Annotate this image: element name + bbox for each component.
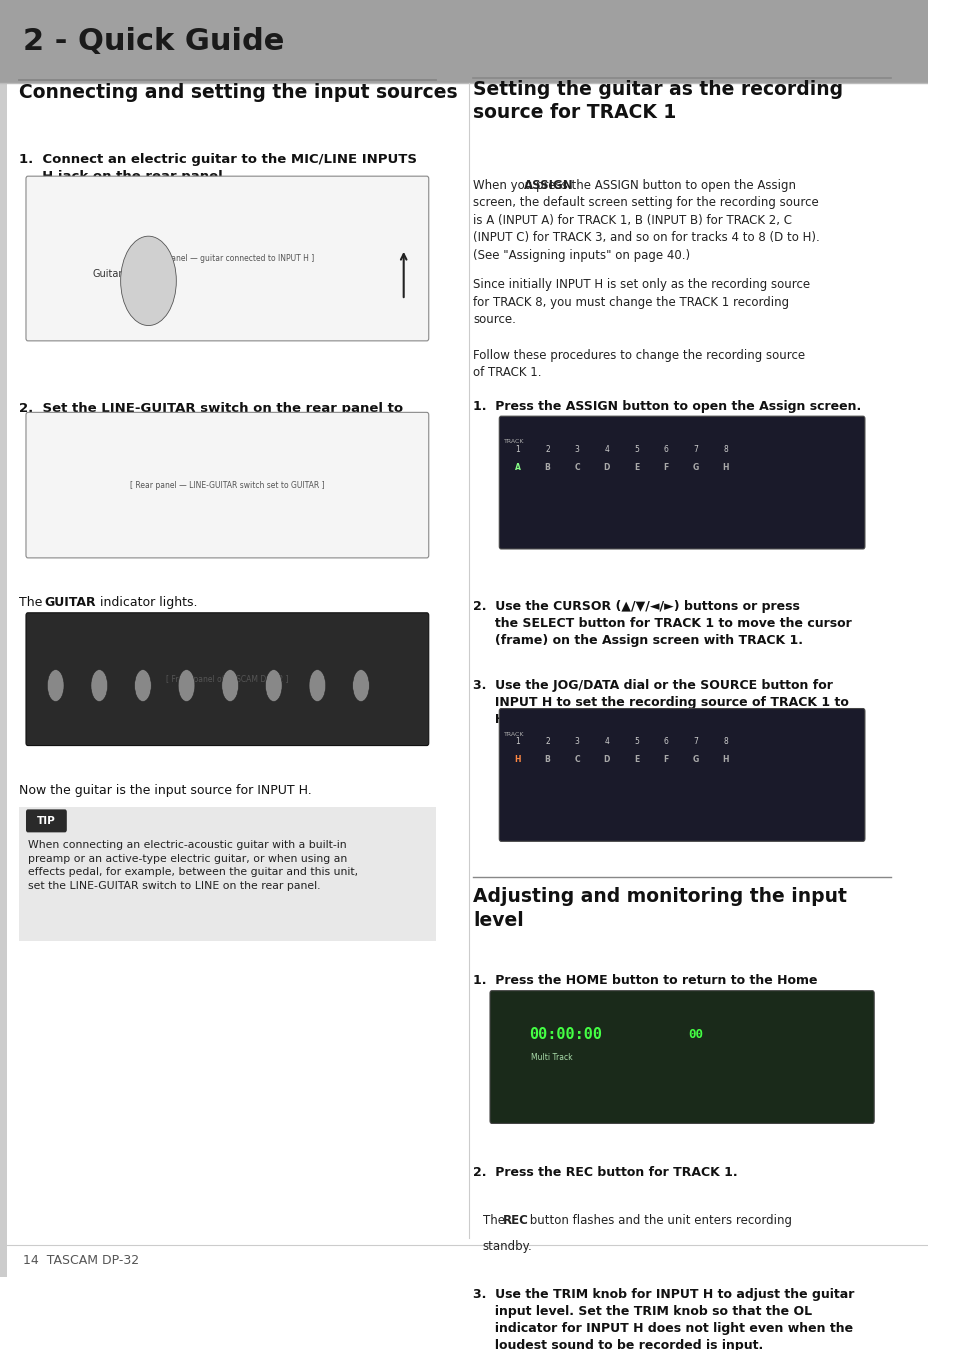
Text: 6: 6 <box>663 446 668 454</box>
Text: B: B <box>544 755 550 764</box>
Text: 2.  Use the CURSOR (▲/▼/◄/►) buttons or press
     the SELECT button for TRACK 1: 2. Use the CURSOR (▲/▼/◄/►) buttons or p… <box>473 599 851 647</box>
Text: 14  TASCAM DP-32: 14 TASCAM DP-32 <box>23 1254 139 1266</box>
Text: 7: 7 <box>693 446 698 454</box>
Text: 2.  Set the LINE-GUITAR switch on the rear panel to
     GUITAR.: 2. Set the LINE-GUITAR switch on the rea… <box>18 402 402 432</box>
Text: Follow these procedures to change the recording source
of TRACK 1.: Follow these procedures to change the re… <box>473 348 804 379</box>
Text: A: A <box>515 463 520 471</box>
Text: 5: 5 <box>634 446 639 454</box>
Text: H: H <box>721 755 728 764</box>
FancyBboxPatch shape <box>0 0 927 82</box>
Text: [ Front panel of TASCAM DP-32 ]: [ Front panel of TASCAM DP-32 ] <box>166 675 289 683</box>
Text: When connecting an electric-acoustic guitar with a built-in
preamp or an active-: When connecting an electric-acoustic gui… <box>28 840 357 891</box>
Text: 1.  Press the HOME button to return to the Home
     screen.: 1. Press the HOME button to return to th… <box>473 975 817 1004</box>
Text: 7: 7 <box>693 737 698 747</box>
FancyBboxPatch shape <box>498 709 864 841</box>
Text: TIP: TIP <box>37 815 55 826</box>
Text: 8: 8 <box>722 446 727 454</box>
Text: REC: REC <box>502 1214 528 1227</box>
FancyBboxPatch shape <box>26 613 428 745</box>
Text: button flashes and the unit enters recording: button flashes and the unit enters recor… <box>526 1214 791 1227</box>
Text: E: E <box>634 755 639 764</box>
Text: Setting the guitar as the recording
source for TRACK 1: Setting the guitar as the recording sour… <box>473 81 842 123</box>
FancyBboxPatch shape <box>26 810 67 833</box>
Text: 3.  Use the TRIM knob for INPUT H to adjust the guitar
     input level. Set the: 3. Use the TRIM knob for INPUT H to adju… <box>473 1288 854 1350</box>
Text: 1.  Press the ASSIGN button to open the Assign screen.: 1. Press the ASSIGN button to open the A… <box>473 400 861 413</box>
Ellipse shape <box>120 236 176 325</box>
Text: C: C <box>574 755 579 764</box>
Text: 3: 3 <box>575 446 579 454</box>
Ellipse shape <box>91 670 108 702</box>
Ellipse shape <box>221 670 238 702</box>
Ellipse shape <box>265 670 282 702</box>
Text: 4: 4 <box>604 446 609 454</box>
Ellipse shape <box>134 670 152 702</box>
Text: 2: 2 <box>544 737 549 747</box>
Text: 3: 3 <box>575 737 579 747</box>
Text: F: F <box>663 463 668 471</box>
Ellipse shape <box>309 670 325 702</box>
Text: When you press the ASSIGN button to open the Assign
screen, the default screen s: When you press the ASSIGN button to open… <box>473 178 820 262</box>
Ellipse shape <box>48 670 64 702</box>
Text: B: B <box>544 463 550 471</box>
FancyBboxPatch shape <box>26 412 428 558</box>
Text: Adjusting and monitoring the input
level: Adjusting and monitoring the input level <box>473 887 846 930</box>
Text: ASSIGN: ASSIGN <box>524 178 574 192</box>
Text: Now the guitar is the input source for INPUT H.: Now the guitar is the input source for I… <box>18 784 311 796</box>
Text: 2: 2 <box>544 446 549 454</box>
Text: TRACK: TRACK <box>503 732 524 737</box>
Text: 5: 5 <box>634 737 639 747</box>
Text: D: D <box>603 463 610 471</box>
Text: Multi Track: Multi Track <box>531 1053 573 1061</box>
Text: TRACK: TRACK <box>503 439 524 444</box>
Ellipse shape <box>178 670 194 702</box>
FancyBboxPatch shape <box>490 991 873 1123</box>
Text: G: G <box>692 755 699 764</box>
Text: GUITAR: GUITAR <box>45 597 96 609</box>
Text: Since initially INPUT H is set only as the recording source
for TRACK 8, you mus: Since initially INPUT H is set only as t… <box>473 278 809 327</box>
Text: 2 - Quick Guide: 2 - Quick Guide <box>23 27 284 55</box>
FancyBboxPatch shape <box>498 416 864 549</box>
Text: Connecting and setting the input sources: Connecting and setting the input sources <box>18 82 456 103</box>
Text: 3.  Use the JOG/DATA dial or the SOURCE button for
     INPUT H to set the recor: 3. Use the JOG/DATA dial or the SOURCE b… <box>473 679 848 726</box>
Text: 4: 4 <box>604 737 609 747</box>
FancyBboxPatch shape <box>26 177 428 340</box>
Text: 1.  Connect an electric guitar to the MIC/LINE INPUTS
     H jack on the rear pa: 1. Connect an electric guitar to the MIC… <box>18 153 416 184</box>
Bar <box>0 82 8 1277</box>
Text: The: The <box>18 597 46 609</box>
Text: The: The <box>482 1214 508 1227</box>
Text: Guitar: Guitar <box>92 270 123 279</box>
Text: 6: 6 <box>663 737 668 747</box>
Text: H: H <box>514 755 520 764</box>
Text: 1: 1 <box>515 737 519 747</box>
Text: C: C <box>574 463 579 471</box>
Text: indicator lights.: indicator lights. <box>95 597 197 609</box>
Ellipse shape <box>353 670 369 702</box>
Text: standby.: standby. <box>482 1239 532 1253</box>
Text: [ Rear panel — LINE-GUITAR switch set to GUITAR ]: [ Rear panel — LINE-GUITAR switch set to… <box>130 481 324 490</box>
Text: 1: 1 <box>515 446 519 454</box>
Text: G: G <box>692 463 699 471</box>
Text: 8: 8 <box>722 737 727 747</box>
Text: 2.  Press the REC button for TRACK 1.: 2. Press the REC button for TRACK 1. <box>473 1165 738 1179</box>
Text: [ Rear panel — guitar connected to INPUT H ]: [ Rear panel — guitar connected to INPUT… <box>141 254 314 263</box>
Text: 00:00:00: 00:00:00 <box>529 1026 602 1042</box>
Text: E: E <box>634 463 639 471</box>
Text: D: D <box>603 755 610 764</box>
Text: H: H <box>721 463 728 471</box>
FancyBboxPatch shape <box>18 807 436 941</box>
Text: 00: 00 <box>688 1027 702 1041</box>
Text: F: F <box>663 755 668 764</box>
